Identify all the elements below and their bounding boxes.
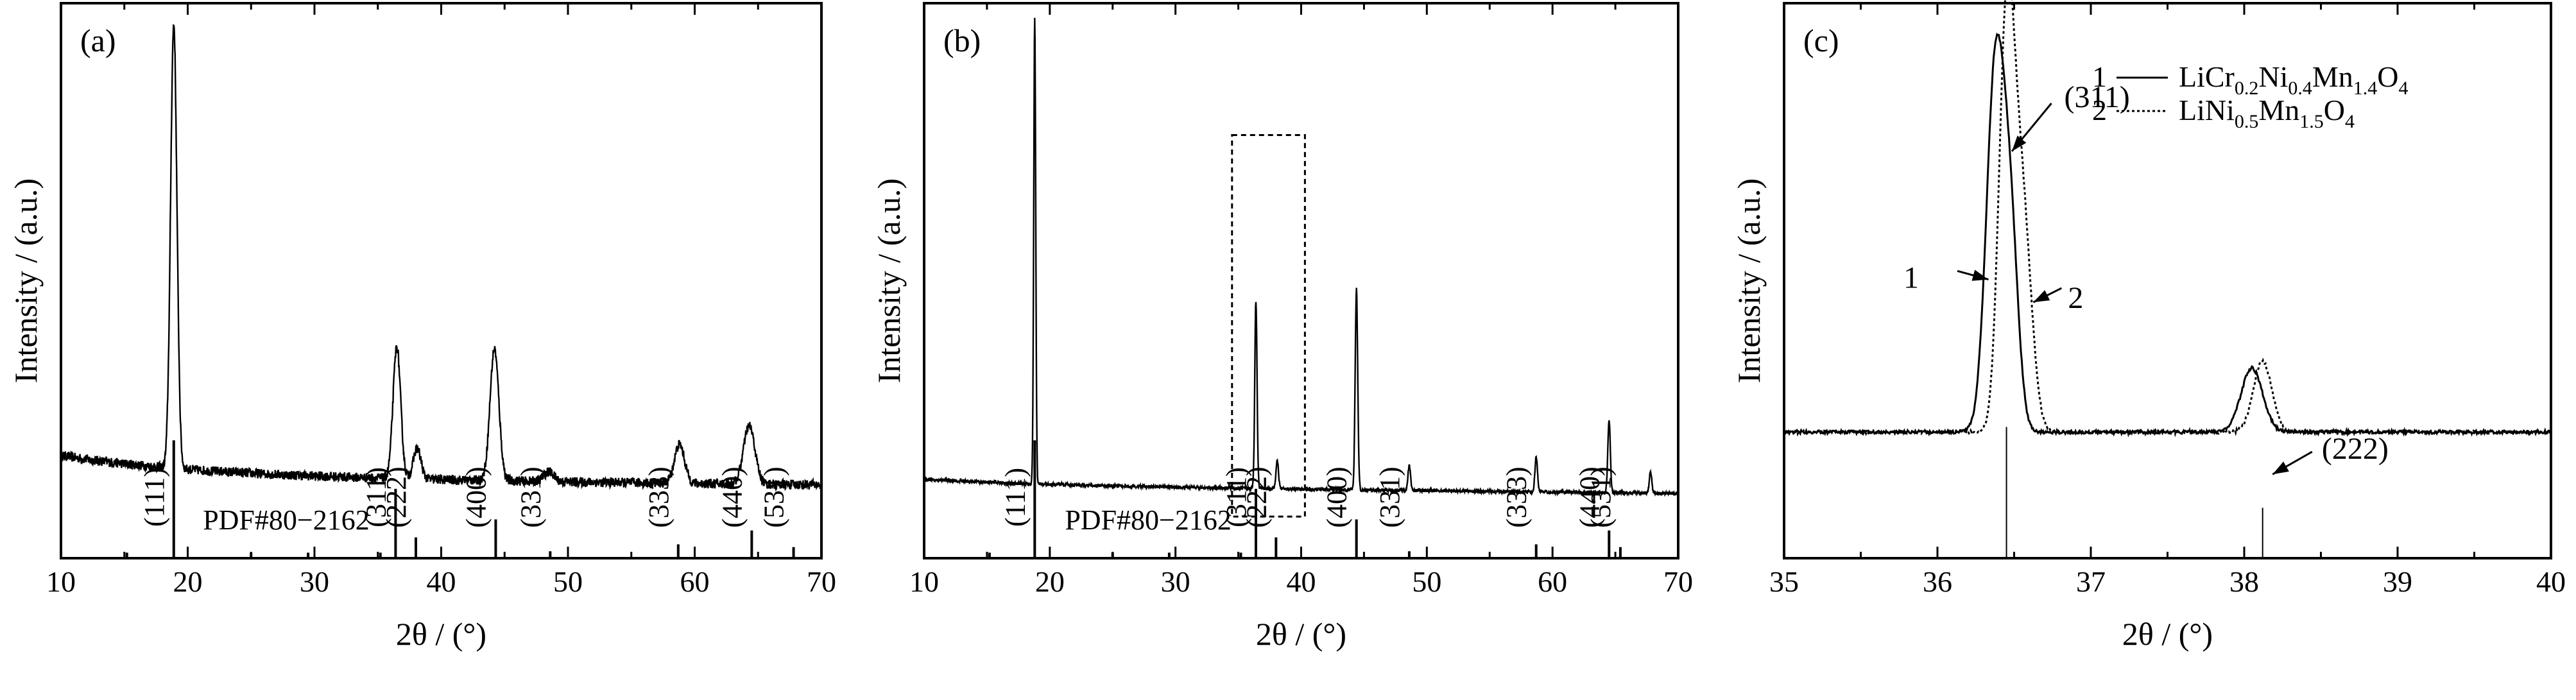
peak-index-label: (333) bbox=[1501, 466, 1533, 527]
panel-c: 35 36 37 38 39 40 2θ / (°) Intensity / (a.u.) (c… bbox=[1731, 0, 2566, 652]
series-line-1 bbox=[1783, 32, 2552, 438]
annotation-arrowhead bbox=[2272, 461, 2289, 475]
legend-label: LiNi0.5Mn1.5O4 bbox=[2179, 94, 2355, 132]
annotation-label: 1 bbox=[1903, 260, 1919, 295]
x-tick-label: 70 bbox=[1663, 565, 1693, 598]
x-tick-label: 37 bbox=[2076, 565, 2106, 598]
reference-card-label: PDF#80−2162 bbox=[1065, 504, 1232, 536]
legend-label: LiCr0.2Ni0.4Mn1.4O4 bbox=[2179, 60, 2409, 99]
peak-index-label: (111) bbox=[139, 468, 170, 527]
y-axis-label: Intensity / (a.u.) bbox=[8, 178, 44, 383]
peak-index-label: (333) bbox=[643, 466, 674, 527]
annotation-arrowhead bbox=[1971, 269, 1989, 281]
x-tick-label: 70 bbox=[807, 565, 836, 598]
legend-label-part: 1.4 bbox=[2353, 78, 2378, 99]
x-tick-label: 38 bbox=[2229, 565, 2259, 598]
zoom-region-box bbox=[1231, 133, 1306, 518]
x-tick-label: 35 bbox=[1769, 565, 1799, 598]
x-tick-label: 20 bbox=[1035, 565, 1065, 598]
x-axis-label: 2θ / (°) bbox=[1256, 616, 1346, 652]
peak-index-label: (531) bbox=[1585, 466, 1617, 527]
peak-index-label: (440) bbox=[1574, 466, 1605, 527]
x-tick-label: 36 bbox=[1923, 565, 1952, 598]
xrd-pattern-line bbox=[60, 24, 822, 492]
panel-label: (b) bbox=[943, 22, 981, 58]
reference-card-label: PDF#80−2162 bbox=[203, 504, 370, 536]
legend-label-part: Ni bbox=[2258, 60, 2288, 93]
legend-label-part: 0.2 bbox=[2235, 78, 2259, 99]
legend-number: 2 bbox=[2092, 94, 2107, 126]
panel-label: (c) bbox=[1803, 22, 1839, 58]
peak-index-label: (440) bbox=[716, 466, 748, 527]
x-tick-label: 39 bbox=[2383, 565, 2412, 598]
annotation-arrowhead bbox=[2011, 135, 2027, 151]
peak-index-label: (111) bbox=[999, 468, 1031, 527]
legend-label-part: Mn bbox=[2258, 94, 2299, 126]
x-tick-label: 50 bbox=[553, 565, 583, 598]
x-axis-label: 2θ / (°) bbox=[396, 616, 486, 652]
legend-label-part: 0.5 bbox=[2235, 111, 2259, 132]
panel-label: (a) bbox=[80, 22, 116, 58]
panel-a: 10 20 30 40 50 60 70 2θ / (°) Intensity / (a.u.)… bbox=[8, 2, 836, 652]
x-axis-label: 2θ / (°) bbox=[2122, 616, 2213, 652]
x-tick-label: 20 bbox=[173, 565, 203, 598]
x-tick-label: 60 bbox=[1538, 565, 1567, 598]
legend-number: 1 bbox=[2092, 60, 2107, 93]
peak-index-label: (531) bbox=[759, 466, 790, 527]
plot-frame bbox=[1783, 2, 2552, 559]
peak-index-label: (222) bbox=[1241, 466, 1272, 527]
annotation-label: (222) bbox=[2322, 432, 2389, 466]
x-tick-label: 30 bbox=[1161, 565, 1190, 598]
peak-index-label: (331) bbox=[515, 466, 546, 527]
peak-index-label: (311) bbox=[360, 467, 391, 527]
y-axis-label: Intensity / (a.u.) bbox=[871, 178, 907, 383]
peak-index-label: (222) bbox=[381, 466, 412, 527]
legend-label-part: Mn bbox=[2312, 60, 2353, 93]
x-tick-label: 40 bbox=[427, 565, 456, 598]
x-tick-label: 40 bbox=[2536, 565, 2566, 598]
legend-label-part: LiCr bbox=[2179, 60, 2235, 93]
legend-label-part: 1.5 bbox=[2299, 111, 2324, 132]
legend-label-part: LiNi bbox=[2179, 94, 2235, 126]
peak-index-label: (400) bbox=[1321, 466, 1353, 527]
legend-label-part: O bbox=[2377, 60, 2398, 93]
x-tick-label: 10 bbox=[909, 565, 939, 598]
annotation-arrowhead bbox=[2033, 290, 2050, 303]
legend-label-part: 4 bbox=[2399, 78, 2409, 99]
peak-index-label: (331) bbox=[1374, 466, 1405, 527]
series-line-2 bbox=[1783, 0, 2552, 438]
y-axis-label: Intensity / (a.u.) bbox=[1731, 178, 1767, 383]
annotation-label: (311) bbox=[2065, 80, 2130, 114]
xrd-pattern-line bbox=[923, 17, 1679, 497]
legend-label-part: 0.4 bbox=[2288, 78, 2312, 99]
legend-label-part: O bbox=[2324, 94, 2345, 126]
x-tick-label: 30 bbox=[300, 565, 329, 598]
x-tick-label: 50 bbox=[1412, 565, 1441, 598]
legend-label-part: 4 bbox=[2345, 111, 2355, 132]
panel-b: 10 20 30 40 50 60 70 2θ / (°) Intensity / (a.u.)… bbox=[871, 2, 1693, 652]
annotation-label: 2 bbox=[2068, 281, 2083, 315]
peak-index-label: (400) bbox=[460, 466, 492, 527]
x-tick-label: 60 bbox=[680, 565, 710, 598]
x-tick-label: 10 bbox=[46, 565, 76, 598]
x-tick-label: 40 bbox=[1287, 565, 1316, 598]
